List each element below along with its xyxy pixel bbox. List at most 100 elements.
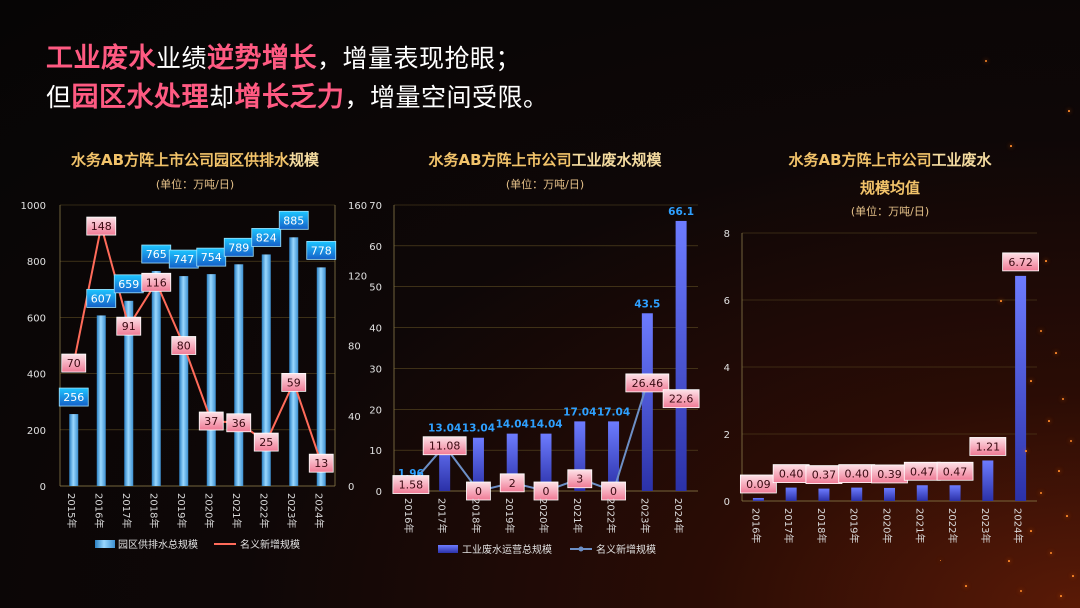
headline-2-segment: ，增量空间受限。 — [344, 83, 549, 112]
chart1-left-tick: 600 — [27, 313, 46, 324]
chart1-line-label-box — [86, 216, 117, 236]
ember-spark — [1045, 260, 1047, 262]
chart1-category-label: 2015年 — [65, 493, 78, 528]
chart2-line-label-box — [392, 475, 430, 494]
chart2-line-label: 0 — [610, 485, 617, 498]
chart2-bar — [506, 433, 518, 491]
chart1-category-label: 2021年 — [230, 493, 243, 528]
chart3-bar-label: 0.40 — [844, 468, 869, 481]
chart1-category-label: 2024年 — [312, 493, 325, 528]
chart3-bar — [851, 487, 863, 501]
chart1-left-tick: 800 — [27, 257, 46, 268]
chart2-bar-label: 13.04 — [428, 423, 461, 435]
ember-spark — [1000, 300, 1002, 302]
chart1-legend-line-label: 名义新增规模 — [240, 538, 300, 551]
ember-spark — [1070, 440, 1072, 442]
chart2-category-label: 2019年 — [503, 498, 516, 533]
chart1-bar — [289, 237, 299, 486]
ember-spark — [965, 585, 967, 587]
ember-spark — [985, 60, 987, 62]
chart3-bar-label-box — [739, 474, 777, 494]
chart1-bar-label: 789 — [228, 241, 249, 254]
chart2-tick: 0 — [376, 487, 382, 498]
chart1-bar-label: 765 — [146, 248, 167, 261]
chart3-bar — [982, 460, 994, 501]
ember-spark — [1050, 552, 1052, 554]
chart1-bar — [124, 300, 134, 486]
chart1-bar-label: 256 — [63, 391, 84, 404]
chart3-bar-label: 0.47 — [910, 465, 935, 478]
chart3-tick: 8 — [724, 229, 730, 240]
chart1-bar-label: 607 — [91, 292, 112, 305]
chart2-line-label: 2 — [509, 477, 516, 490]
headline-line-2: 但园区水处理却增长乏力，增量空间受限。 — [46, 75, 549, 114]
chart1-left-tick: 400 — [27, 370, 46, 381]
chart1-bar — [234, 264, 244, 486]
chart2-category-label: 2021年 — [571, 498, 584, 533]
chart2-category-label: 2024年 — [672, 498, 685, 533]
chart3-tick: 4 — [724, 363, 730, 374]
chart1-line-label-box — [116, 316, 142, 336]
headline-line-1: 工业废水业绩逆势增长，增量表现抢眼； — [46, 36, 521, 75]
chart1-bar — [261, 254, 271, 486]
chart1-bar — [316, 267, 326, 486]
chart2-bar — [574, 421, 586, 491]
chart1-category-label: 2019年 — [175, 493, 188, 528]
chart1-bar-label: 659 — [118, 278, 139, 291]
chart3-bar — [752, 497, 764, 501]
chart3-bar-label: 1.21 — [976, 440, 1001, 453]
chart2-bar-label: 13.04 — [462, 423, 495, 435]
chart1-bar — [151, 271, 161, 486]
chart2-tick: 60 — [369, 242, 382, 253]
chart1-bar-label-box — [251, 228, 282, 247]
ember-spark — [1058, 470, 1060, 472]
chart2-line-label-box — [662, 389, 700, 409]
chart3-category-label: 2017年 — [782, 508, 795, 543]
chart2-bar — [675, 220, 687, 492]
chart1-right-tick: 80 — [348, 342, 361, 353]
chart1-line-label-box — [308, 453, 334, 473]
chart2-bar-label: 17.04 — [563, 406, 596, 418]
chart3-bar-label-box — [936, 461, 974, 481]
headline-1-segment: 逆势增长 — [207, 43, 318, 74]
chart2-bar — [472, 437, 484, 491]
chart3-bar — [949, 485, 961, 501]
chart3-bar — [916, 485, 928, 501]
ember-spark — [1010, 145, 1012, 147]
chart1-left-tick: 1000 — [21, 201, 46, 212]
chart2-bar-label: 43.5 — [634, 298, 660, 310]
chart2-category-label: 2018年 — [469, 498, 482, 533]
chart2-line-label: 3 — [576, 473, 583, 486]
chart1-right-tick: 40 — [348, 412, 361, 423]
chart3-bar-label: 6.72 — [1008, 256, 1033, 269]
chart2-line-label: 26.46 — [632, 377, 664, 390]
chart1-bar-label: 778 — [311, 244, 332, 257]
chart1-bar-label: 754 — [201, 251, 222, 264]
chart2-line-label: 11.08 — [429, 440, 461, 453]
chart2-bar-label: 14.04 — [496, 419, 529, 431]
chart2-line-label-box — [466, 481, 491, 501]
chart3-bar-label: 0.47 — [943, 465, 968, 478]
ember-spark — [1025, 450, 1027, 452]
chart2-bar — [540, 433, 552, 491]
chart2-tick: 40 — [369, 324, 382, 335]
chart3-category-label: 2016年 — [749, 508, 762, 543]
chart1-line-label-box — [61, 353, 87, 373]
chart1-right-tick: 120 — [348, 271, 367, 282]
headline-2-segment: 园区水处理 — [71, 82, 210, 113]
chart1-bar-label-box — [58, 387, 89, 407]
chart1-bar-label: 885 — [283, 214, 304, 227]
chart3-tick: 0 — [724, 497, 730, 508]
chart3-category-label: 2018年 — [815, 508, 828, 543]
chart1-category-label: 2023年 — [285, 493, 298, 528]
chart1-unit: (单位：万吨/日) — [155, 178, 235, 191]
chart3-category-label: 2019年 — [848, 508, 861, 543]
headline-1-segment: ，增量表现抢眼； — [317, 44, 522, 73]
chart2-tick: 50 — [369, 283, 382, 294]
chart1-category-label: 2020年 — [202, 493, 215, 528]
ember-spark — [1040, 492, 1042, 494]
chart2-category-label: 2022年 — [605, 498, 618, 533]
chart3-bar-label-box — [969, 437, 1007, 456]
chart2-line-label-box — [533, 481, 559, 501]
chart1-line-label: 70 — [67, 357, 81, 370]
